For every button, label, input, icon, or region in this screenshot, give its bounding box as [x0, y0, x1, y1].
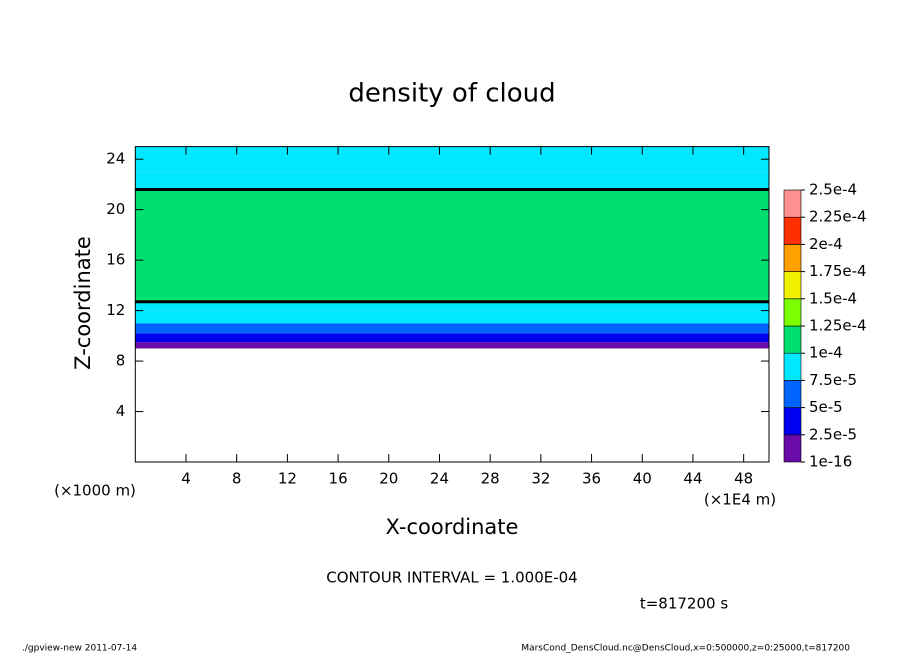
footer-right: MarsCond_DensCloud.nc@DensCloud,x=0:5000…: [521, 644, 850, 654]
x-tick-label: 16: [329, 470, 348, 488]
x-unit: (×1E4 m): [704, 491, 776, 509]
x-tick-label: 44: [683, 470, 702, 488]
x-tick-label: 28: [481, 470, 500, 488]
density-band: [135, 342, 770, 349]
plot-frame: [134, 146, 770, 463]
y-tick-label: 20: [106, 200, 125, 218]
x-tick-label: 12: [278, 470, 297, 488]
colorbar-label: 1.25e-4: [809, 317, 867, 335]
colorbar-box: [783, 271, 802, 300]
y-axis-label: Z-coordinate: [71, 236, 95, 370]
colorbar-box: [783, 434, 802, 463]
y-tick-label: 24: [106, 150, 125, 168]
colorbar-box: [783, 325, 802, 354]
colorbar-label: 1e-4: [809, 344, 843, 362]
x-tick-label: 4: [181, 470, 191, 488]
colorbar-label: 2.5e-5: [809, 425, 857, 443]
x-axis-label: X-coordinate: [386, 515, 519, 539]
colorbar-box: [783, 298, 802, 327]
density-band: [135, 301, 770, 311]
colorbar-box: [783, 352, 802, 381]
density-band: [135, 146, 770, 172]
x-tick-label: 48: [734, 470, 753, 488]
density-band: [135, 171, 770, 190]
colorbar-box: [783, 244, 802, 272]
colorbar-label: 2.25e-4: [809, 208, 867, 226]
colorbar-label: 5e-5: [809, 398, 843, 416]
colorbar-box: [783, 407, 802, 436]
y-tick-label: 8: [116, 352, 126, 370]
contour-interval: CONTOUR INTERVAL = 1.000E-04: [326, 569, 577, 587]
colorbar-label: 1.75e-4: [809, 262, 867, 280]
x-tick-label: 8: [232, 470, 242, 488]
colorbar-box: [783, 380, 802, 408]
density-band: [135, 323, 770, 334]
colorbar-label: 7.5e-5: [809, 371, 857, 389]
colorbar-label: 2.5e-4: [809, 181, 857, 199]
footer-left: ./gpview-new 2011-07-14: [22, 644, 137, 654]
y-tick-label: 12: [106, 301, 125, 319]
colorbar-box: [783, 189, 802, 218]
density-band: [135, 189, 770, 302]
density-band: [135, 310, 770, 324]
x-tick-label: 36: [582, 470, 601, 488]
colorbar-label: 1.5e-4: [809, 289, 857, 307]
x-tick-label: 24: [430, 470, 449, 488]
time-label: t=817200 s: [640, 595, 728, 613]
x-tick-label: 32: [531, 470, 550, 488]
y-tick-label: 16: [106, 251, 125, 269]
y-tick-label: 4: [116, 402, 126, 420]
x-tick-label: 40: [633, 470, 652, 488]
colorbar-box: [783, 216, 802, 245]
x-tick-label: 20: [379, 470, 398, 488]
density-band: [135, 333, 770, 343]
y-unit: (×1000 m): [54, 482, 136, 500]
colorbar-label: 1e-16: [809, 453, 852, 471]
chart-title: density of cloud: [348, 79, 555, 109]
colorbar-label: 2e-4: [809, 235, 843, 253]
